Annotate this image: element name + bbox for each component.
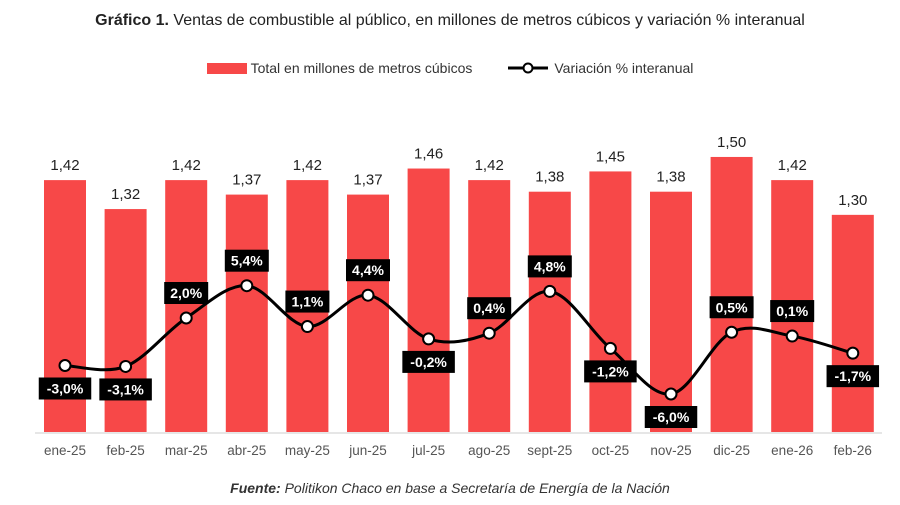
bar-value-label: 1,30 <box>838 192 867 209</box>
line-value-label: 4,4% <box>352 262 384 278</box>
x-tick-label: feb-26 <box>834 443 872 458</box>
bar <box>347 194 389 432</box>
bar-value-label: 1,32 <box>111 186 140 203</box>
title-text: Ventas de combustible al público, en mil… <box>168 12 805 29</box>
line-value-label: 2,0% <box>170 285 202 301</box>
line-point <box>300 320 314 334</box>
bar <box>165 180 208 432</box>
bar-value-label: 1,50 <box>717 134 746 151</box>
bar-value-label: 1,42 <box>475 157 504 174</box>
line-value-box <box>99 378 152 401</box>
line-value-label: 1,1% <box>291 294 323 310</box>
x-tick-label: nov-25 <box>650 443 691 458</box>
line-point <box>240 279 254 293</box>
line-value-label: 4,8% <box>534 258 566 274</box>
line-point <box>664 387 678 401</box>
bar-value-label: 1,45 <box>596 148 625 165</box>
line-point <box>361 288 375 302</box>
legend-bars-label: Total en millones de metros cúbicos <box>250 60 473 76</box>
line-value-label: -3,0% <box>47 381 84 397</box>
line-value-label: -3,1% <box>107 381 144 397</box>
line-point <box>785 329 799 343</box>
bar-value-label: 1,38 <box>535 169 564 186</box>
bar <box>589 171 632 432</box>
bar-value-label: 1,42 <box>172 157 201 174</box>
line-value-box <box>527 255 572 278</box>
line-value-label: -1,2% <box>592 363 629 379</box>
x-tick-label: jun-25 <box>348 443 387 458</box>
line-point <box>603 341 617 355</box>
line-point <box>846 346 860 360</box>
x-tick-label: sept-25 <box>527 443 572 458</box>
bar-value-label: 1,42 <box>293 157 322 174</box>
x-tick-label: oct-25 <box>592 443 630 458</box>
bar-value-label: 1,37 <box>353 172 382 189</box>
x-tick-label: dic-25 <box>713 443 750 458</box>
line-value-box <box>402 350 455 373</box>
bar-value-label: 1,37 <box>232 172 261 189</box>
title-prefix: Gráfico 1. <box>95 12 169 29</box>
x-tick-label: feb-25 <box>106 443 144 458</box>
line-point <box>179 311 193 325</box>
line-value-box <box>826 365 880 388</box>
line-value-box <box>467 297 512 320</box>
line-value-box <box>224 249 269 272</box>
line-value-label: 0,1% <box>776 303 808 319</box>
line-point <box>725 325 739 339</box>
x-tick-label: may-25 <box>285 443 330 458</box>
line-value-box <box>164 282 209 304</box>
line-value-box <box>709 296 754 319</box>
legend-line-label: Variación % interanual <box>554 60 694 76</box>
line-value-box <box>285 290 330 313</box>
line-value-label: -6,0% <box>653 409 690 425</box>
bar-value-label: 1,38 <box>656 169 685 186</box>
source-prefix: Fuente: <box>230 480 281 496</box>
line-point <box>422 332 436 346</box>
legend-bars: Total en millones de metros cúbicos <box>206 60 473 76</box>
x-tick-label: ene-25 <box>44 443 86 458</box>
variation-line <box>64 284 854 396</box>
line-point <box>119 359 133 373</box>
bar-value-label: 1,42 <box>50 157 79 174</box>
line-point <box>482 326 496 340</box>
legend-bar-swatch <box>206 62 247 74</box>
x-tick-label: mar-25 <box>165 443 208 458</box>
legend-line: Variación % interanual <box>506 60 693 76</box>
chart-title: Gráfico 1. Ventas de combustible al públ… <box>0 12 900 30</box>
line-value-label: 5,4% <box>231 253 263 269</box>
line-point <box>58 359 72 372</box>
line-value-label: 0,5% <box>716 299 748 315</box>
x-tick-label: jul-25 <box>411 443 445 458</box>
bar <box>528 191 571 432</box>
bar <box>831 214 874 432</box>
line-value-box <box>644 406 698 428</box>
legend-line-swatch <box>508 62 549 74</box>
line-value-label: 0,4% <box>473 300 505 316</box>
line-value-box <box>346 259 390 282</box>
line-value-label: -1,7% <box>835 368 872 384</box>
source-note: Fuente: Politikon Chaco en base a Secret… <box>0 480 900 496</box>
x-tick-label: abr-25 <box>227 443 266 458</box>
line-point <box>543 284 557 298</box>
line-value-box <box>770 300 815 323</box>
line-value-label: -0,2% <box>410 354 447 370</box>
bar-value-label: 1,42 <box>778 157 807 174</box>
bar <box>407 168 450 433</box>
source-text: Politikon Chaco en base a Secretaría de … <box>280 480 670 496</box>
legend: Total en millones de metros cúbicos Vari… <box>0 60 900 76</box>
line-value-box <box>584 360 637 383</box>
bar <box>710 156 753 432</box>
x-tick-label: ago-25 <box>468 443 510 458</box>
x-tick-label: ene-26 <box>771 443 813 458</box>
chart-plot: 1,42 ene-25 1,32 feb-25 1,42 mar-25 1,37 abr-25… <box>35 134 882 458</box>
bar <box>225 194 268 432</box>
bar-value-label: 1,46 <box>414 146 443 163</box>
line-value-box <box>38 377 92 400</box>
